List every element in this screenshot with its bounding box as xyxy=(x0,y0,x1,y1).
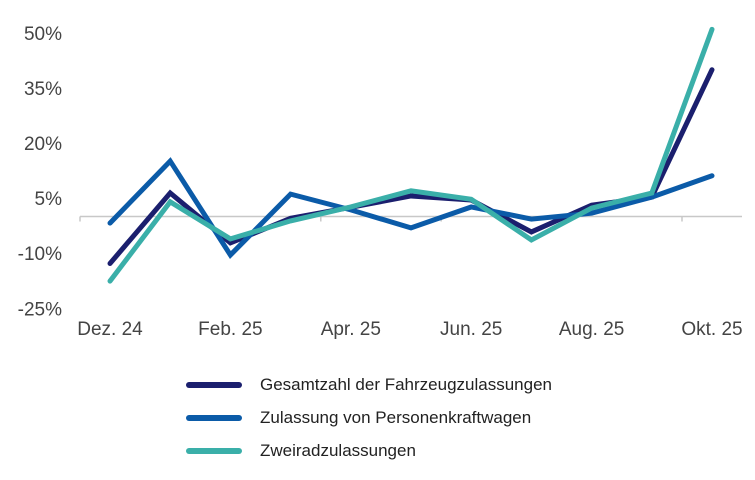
legend-label: Gesamtzahl der Fahrzeugzulassungen xyxy=(260,374,552,394)
y-tick-label: 20% xyxy=(24,134,62,155)
line-chart: 50% 35% 20% 5% -10% -25% Dez. 24 Feb. 25 Apr. 2… xyxy=(18,24,743,340)
y-tick-label: 50% xyxy=(24,24,62,45)
series-line-2 xyxy=(107,26,715,284)
x-tick-label: Jun. 25 xyxy=(440,319,502,340)
legend-label: Zweiradzulassungen xyxy=(260,440,416,460)
y-tick-label: 35% xyxy=(24,79,62,100)
series-line-0 xyxy=(107,67,715,266)
x-tick-label: Feb. 25 xyxy=(198,319,262,340)
legend-item-gesamt: Gesamtzahl der Fahrzeugzulassungen xyxy=(186,368,552,401)
legend-item-pkw: Zulassung von Personenkraftwagen xyxy=(186,401,552,434)
legend-swatch xyxy=(186,447,242,454)
y-tick-label: 5% xyxy=(35,189,63,210)
y-tick-label: -25% xyxy=(18,299,62,320)
series-line-1 xyxy=(107,157,715,260)
legend-item-zweirad: Zweiradzulassungen xyxy=(186,434,552,467)
legend-swatch xyxy=(186,414,242,421)
x-tick-label: Apr. 25 xyxy=(321,319,381,340)
legend-label: Zulassung von Personenkraftwagen xyxy=(260,407,532,427)
y-tick-label: -10% xyxy=(18,244,62,265)
x-tick-label: Okt. 25 xyxy=(681,319,742,340)
legend: Gesamtzahl der Fahrzeugzulassungen Zulas… xyxy=(186,368,552,467)
x-tick-label: Dez. 24 xyxy=(77,319,143,340)
x-tick-label: Aug. 25 xyxy=(559,319,625,340)
legend-swatch xyxy=(186,381,242,388)
